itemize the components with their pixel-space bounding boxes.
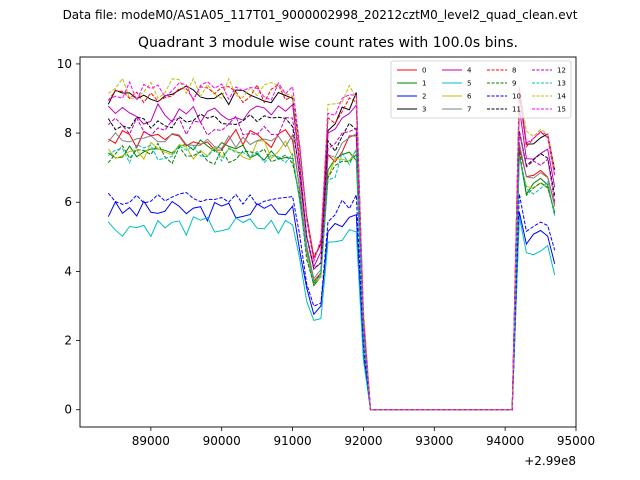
series-line-8 xyxy=(107,83,556,411)
legend-label-14: 14 xyxy=(557,93,566,101)
x-axis-ticks: 89000 90000 91000 92000 93000 94000 95000 xyxy=(132,427,595,448)
legend-frame xyxy=(390,60,572,119)
legend-label-0: 0 xyxy=(422,67,426,75)
y-tick-label: 8 xyxy=(64,126,72,140)
legend-label-6: 6 xyxy=(467,93,472,101)
legend-label-9: 9 xyxy=(512,80,516,88)
legend-label-1: 1 xyxy=(422,80,426,88)
series-line-7 xyxy=(107,132,556,411)
x-tick-label: 93000 xyxy=(415,434,453,448)
x-tick-label: 89000 xyxy=(132,434,170,448)
x-axis-offset-label: +2.99e8 xyxy=(524,454,576,468)
series-line-15 xyxy=(108,80,556,411)
legend-label-8: 8 xyxy=(512,67,516,75)
x-tick-label: 94000 xyxy=(486,434,524,448)
x-tick-label: 91000 xyxy=(273,434,311,448)
legend-label-7: 7 xyxy=(467,106,471,114)
series-line-2 xyxy=(107,200,556,411)
y-tick-label: 2 xyxy=(64,334,72,348)
series-line-5 xyxy=(107,216,556,411)
legend-label-12: 12 xyxy=(557,67,566,75)
series-line-1 xyxy=(108,139,556,411)
figure-supertitle: Data file: modeM0/AS1A05_117T01_90000029… xyxy=(62,8,578,22)
legend-label-5: 5 xyxy=(467,80,471,88)
y-axis-ticks: 0 2 4 6 8 10 xyxy=(57,57,80,417)
series-line-6 xyxy=(107,139,556,411)
x-tick-label: 95000 xyxy=(557,434,595,448)
x-tick-label: 90000 xyxy=(203,434,241,448)
series-line-10 xyxy=(107,191,556,411)
axes-frame xyxy=(79,56,577,428)
legend-label-10: 10 xyxy=(512,93,521,101)
legend-label-11: 11 xyxy=(512,106,521,114)
series-line-12 xyxy=(107,115,556,411)
y-tick-label: 10 xyxy=(57,57,72,71)
legend-label-15: 15 xyxy=(557,106,566,114)
series-line-13 xyxy=(107,143,556,411)
y-tick-label: 4 xyxy=(64,264,72,278)
series-line-9 xyxy=(107,142,556,411)
legend-label-4: 4 xyxy=(467,67,472,75)
legend-label-13: 13 xyxy=(557,80,566,88)
x-tick-label: 92000 xyxy=(344,434,382,448)
legend-label-3: 3 xyxy=(422,106,426,114)
y-tick-label: 6 xyxy=(64,195,72,209)
legend-label-2: 2 xyxy=(422,93,426,101)
y-tick-label: 0 xyxy=(64,403,72,417)
series-line-11 xyxy=(107,113,556,411)
chart-title: Quadrant 3 module wise count rates with … xyxy=(138,35,518,51)
plot-lines xyxy=(107,77,556,411)
series-line-14 xyxy=(108,77,556,411)
